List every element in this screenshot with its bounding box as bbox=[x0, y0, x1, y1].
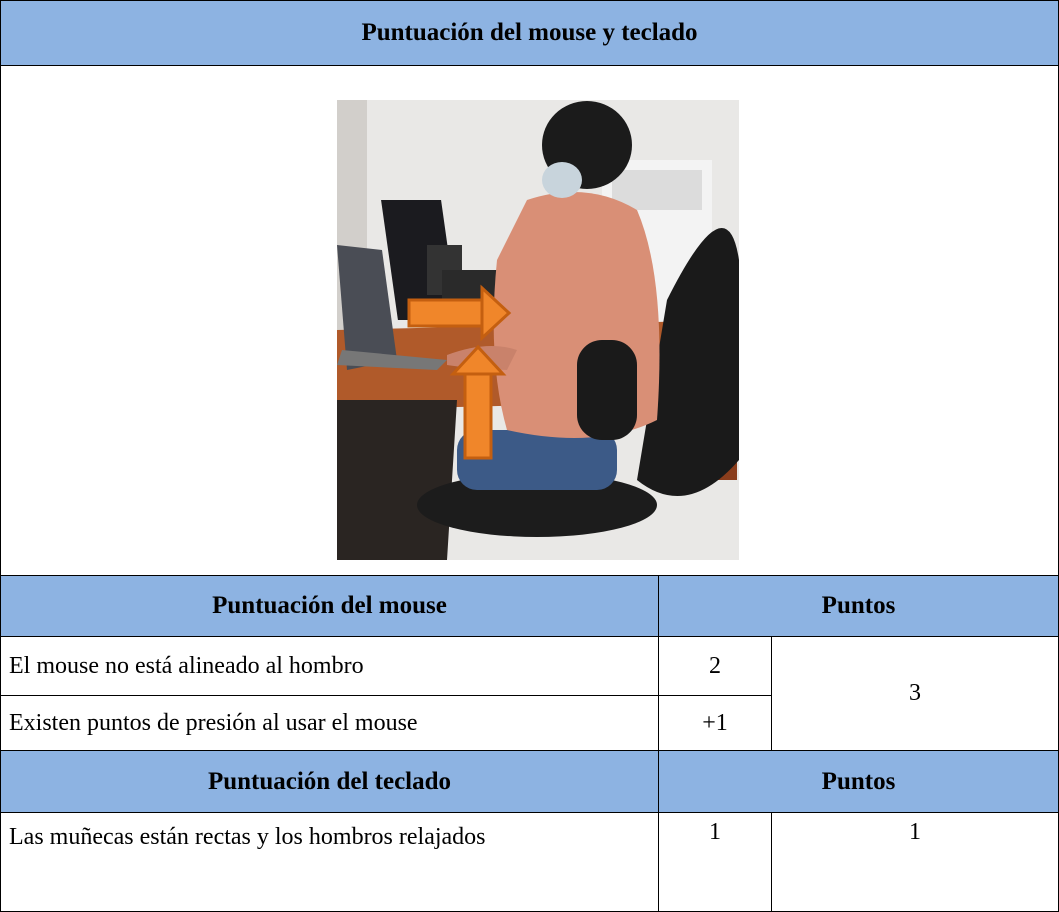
points-header: Puntos bbox=[658, 750, 1059, 813]
section-header: Puntuación del mouse bbox=[0, 575, 659, 637]
total: 3 bbox=[771, 636, 1059, 751]
score: +1 bbox=[658, 695, 772, 751]
total: 1 bbox=[771, 812, 1059, 912]
points-header: Puntos bbox=[658, 575, 1059, 637]
criterion: Las muñecas están rectas y los hombros r… bbox=[0, 812, 659, 912]
score: 1 bbox=[658, 812, 772, 912]
photo bbox=[337, 100, 739, 560]
criterion: El mouse no está alineado al hombro bbox=[0, 636, 659, 696]
table-title: Puntuación del mouse y teclado bbox=[0, 0, 1059, 66]
image-cell bbox=[0, 65, 1059, 576]
section-header: Puntuación del teclado bbox=[0, 750, 659, 813]
criterion: Existen puntos de presión al usar el mou… bbox=[0, 695, 659, 751]
score: 2 bbox=[658, 636, 772, 696]
